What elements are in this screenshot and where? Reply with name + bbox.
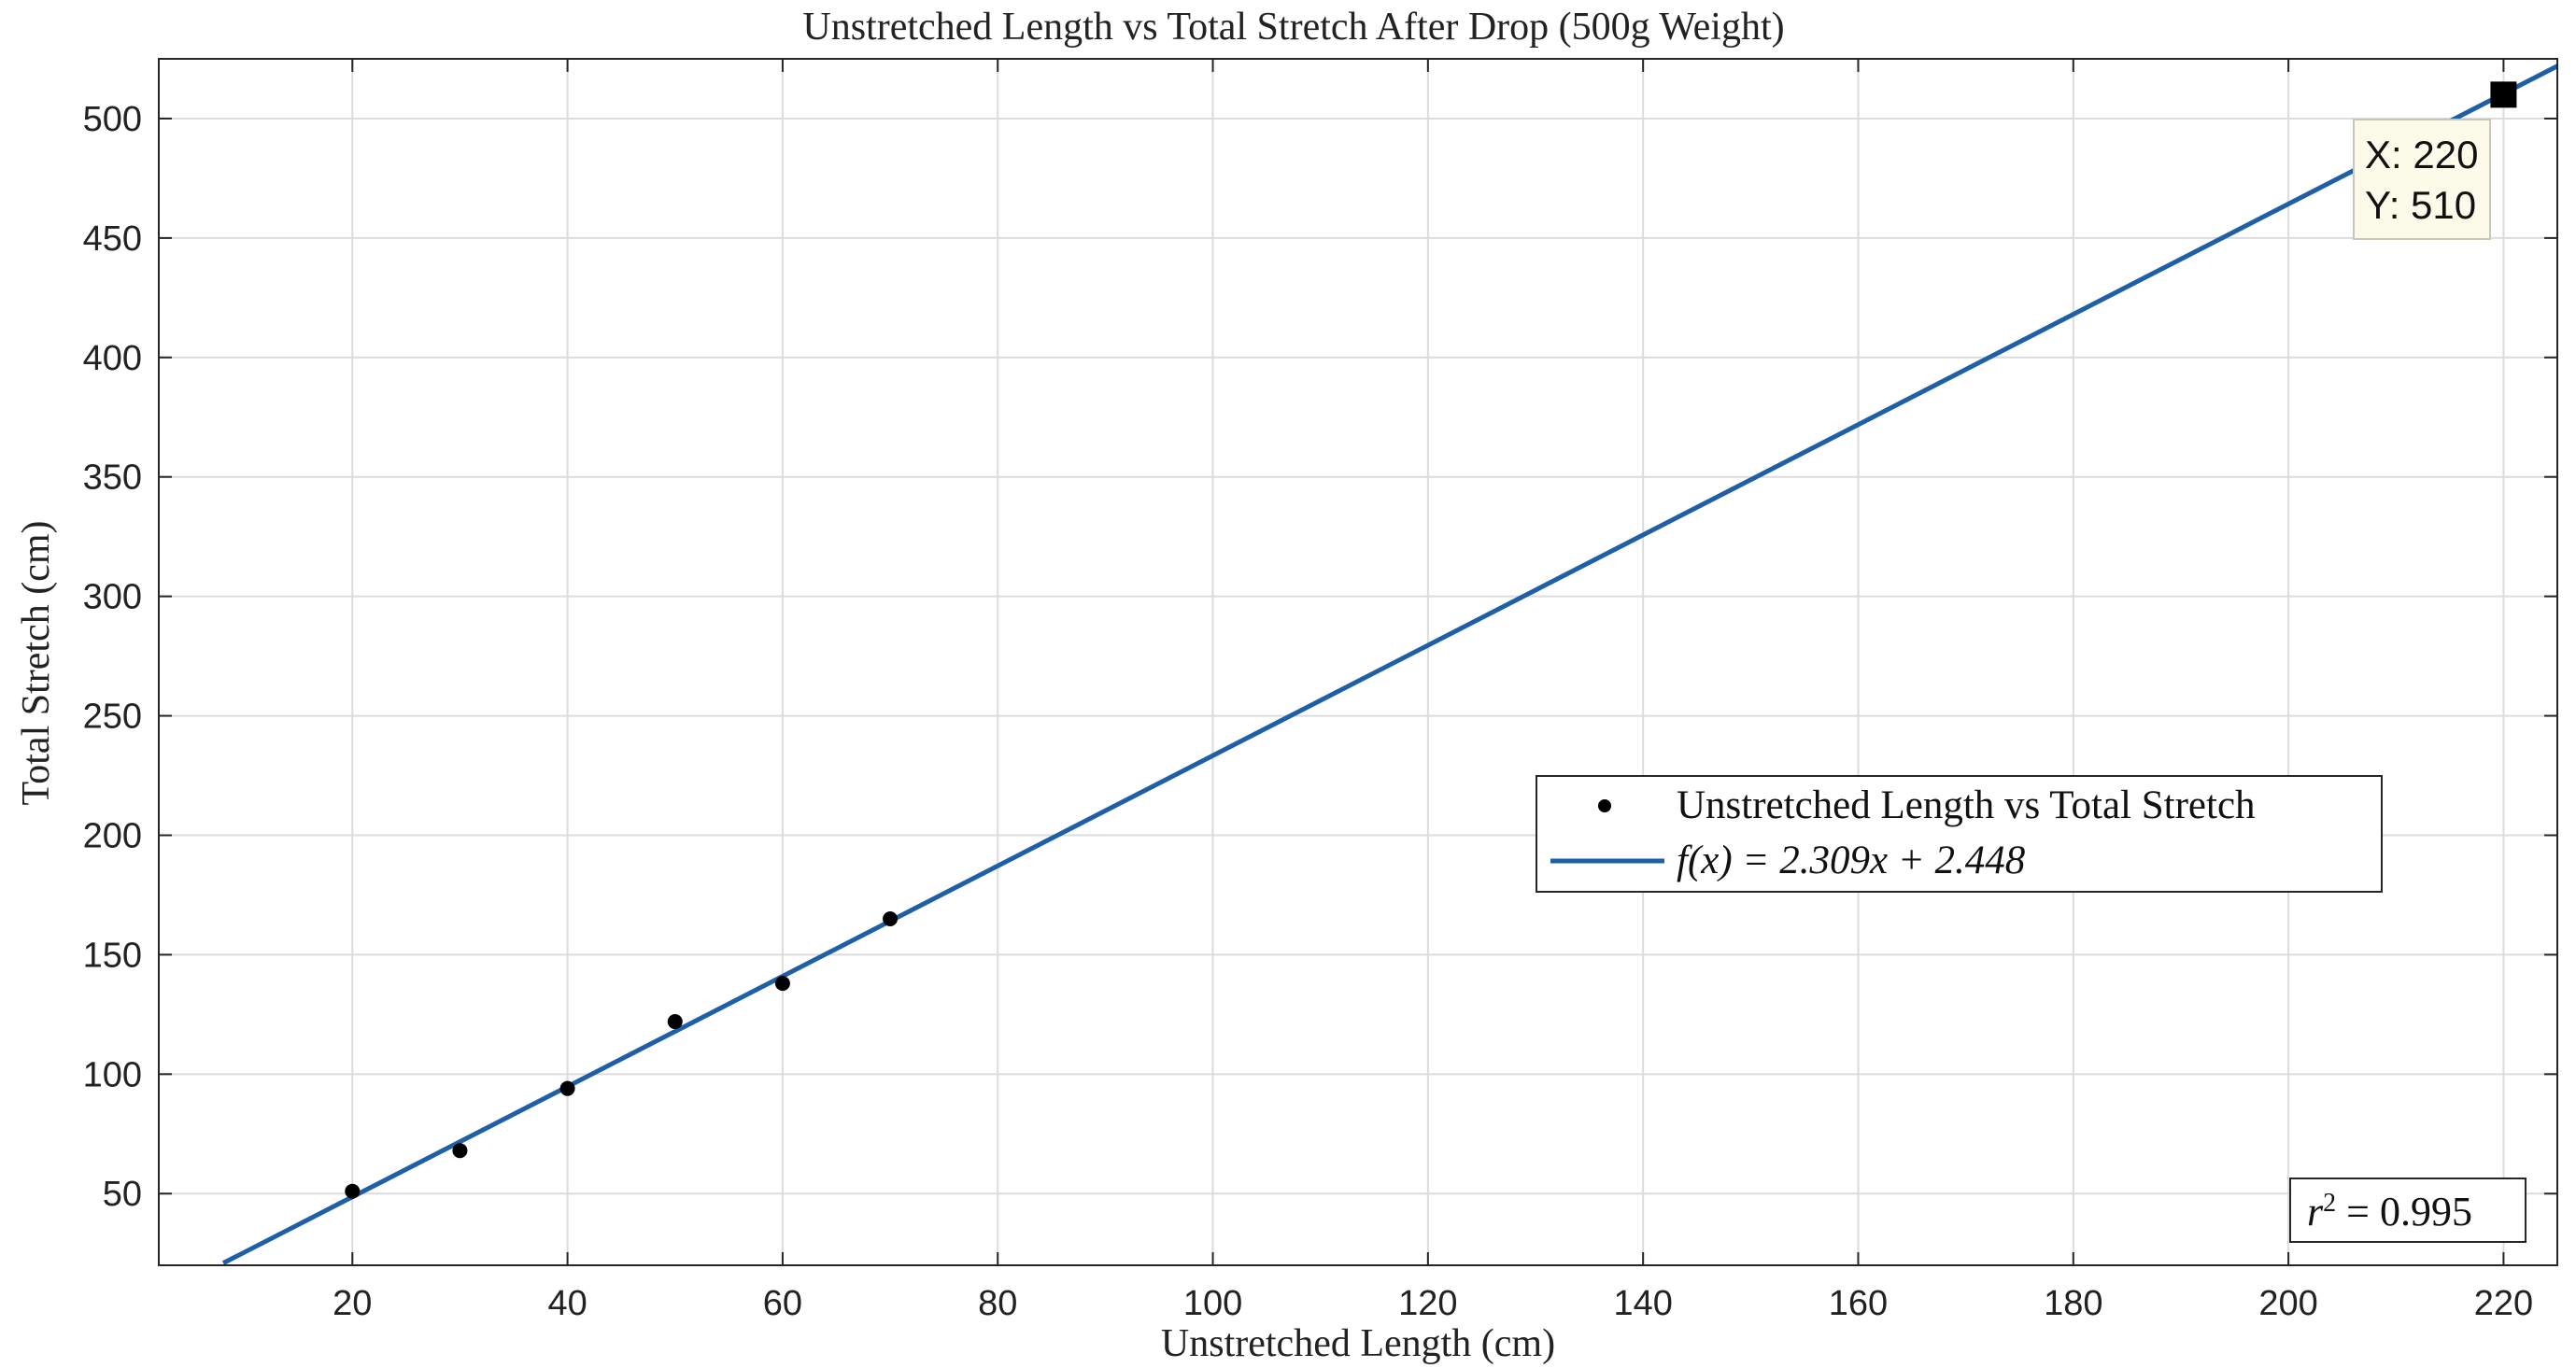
x-tick-label: 180 [2044,1284,2102,1323]
y-tick-label: 150 [83,936,142,975]
legend-box [1536,775,2383,893]
datatip-marker[interactable] [2490,81,2517,108]
legend-marker-scatter [1598,799,1611,812]
x-tick-label: 120 [1398,1284,1457,1323]
chart-title: Unstretched Length vs Total Stretch Afte… [802,6,1784,49]
x-tick-label: 100 [1183,1284,1242,1323]
y-tick-label: 400 [83,339,142,378]
y-tick-label: 200 [83,816,142,855]
plot-area [159,59,2557,1265]
scatter-point[interactable] [883,911,899,927]
scatter-point[interactable] [774,976,790,992]
y-axis-label: Total Stretch (cm) [15,521,58,806]
r-squared-exponent: 2 [2323,1189,2336,1218]
y-tick-label: 500 [83,100,142,139]
datatip-x: X: 220 [2365,133,2478,176]
x-tick-label: 220 [2474,1284,2533,1323]
y-tick-label: 300 [83,578,142,617]
y-tick-label: 250 [83,698,142,737]
y-tick-label: 350 [83,458,142,498]
datatip-box [2353,119,2491,240]
r-squared-text: r2 = 0.995 [2307,1189,2472,1235]
r-squared-annotation: r2 = 0.995 [2289,1178,2526,1243]
scatter-point[interactable] [667,1014,683,1030]
scatter-point[interactable] [452,1143,468,1159]
x-tick-label: 20 [333,1284,372,1323]
series-layer [221,63,2559,1265]
x-axis-label: Unstretched Length (cm) [1161,1322,1555,1365]
scatter-point[interactable] [345,1183,361,1199]
y-axis-ticks: 50 100 150 200 250 300 350 400 450 500 [83,100,2557,1214]
x-axis-ticks: 20 40 60 80 100 120 140 160 180 200 220 [333,59,2533,1323]
fit-line [221,63,2559,1265]
x-tick-label: 40 [547,1284,587,1323]
x-tick-label: 200 [2258,1284,2317,1323]
plot-frame [158,58,2558,1266]
y-tick-label: 100 [83,1055,142,1094]
r-squared-value: = 0.995 [2336,1189,2472,1234]
legend-entry-scatter: Unstretched Length vs Total Stretch [1677,783,2256,827]
x-tick-label: 60 [763,1284,802,1323]
grid-lines [159,59,2557,1265]
x-tick-label: 80 [978,1284,1017,1323]
datatip-y: Y: 510 [2365,183,2476,227]
x-tick-label: 140 [1613,1284,1672,1323]
datatip[interactable]: X: 220 Y: 510 [2353,119,2491,240]
legend-entry-fit: f(x) = 2.309x + 2.448 [1677,839,2026,882]
y-tick-label: 450 [83,219,142,259]
scatter-point[interactable] [559,1080,575,1096]
y-tick-label: 50 [103,1175,142,1214]
r-squared-box [2289,1178,2526,1243]
x-tick-label: 160 [1829,1284,1888,1323]
legend: Unstretched Length vs Total Stretch f(x)… [1536,775,2383,893]
r-squared-symbol: r [2307,1189,2324,1234]
